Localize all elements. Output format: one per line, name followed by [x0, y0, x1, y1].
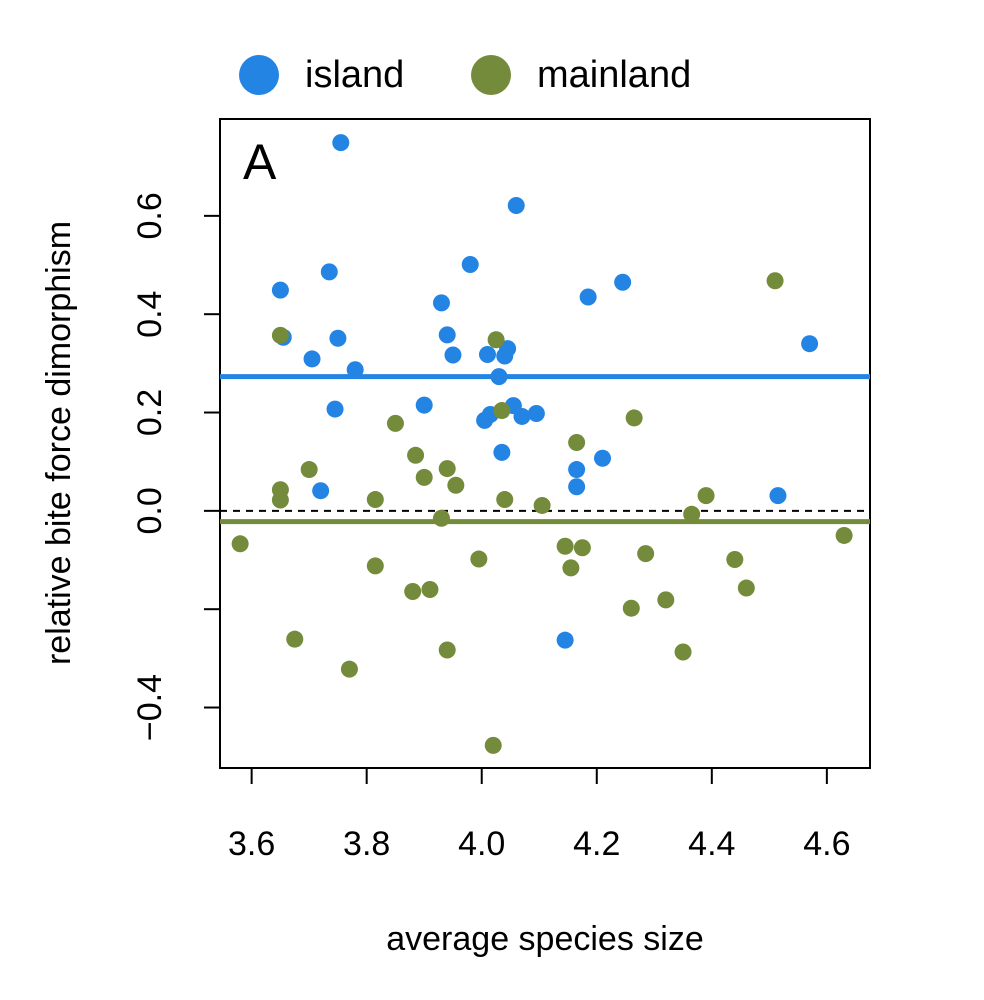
point-island	[326, 400, 344, 418]
point-mainland	[726, 551, 744, 569]
point-mainland	[386, 414, 404, 432]
y-tick-label: 0.2	[131, 389, 169, 436]
point-mainland	[533, 496, 551, 514]
mean-lines	[220, 374, 870, 525]
point-mainland	[625, 409, 643, 427]
point-mainland	[340, 660, 358, 678]
point-mainland	[271, 326, 289, 344]
point-mainland	[556, 537, 574, 555]
point-island	[329, 329, 347, 347]
legend-label-mainland: mainland	[537, 54, 691, 96]
point-mainland	[438, 641, 456, 659]
point-island	[476, 411, 494, 429]
point-mainland	[573, 539, 591, 557]
point-mainland	[366, 491, 384, 509]
x-tick-label: 4.6	[803, 825, 850, 863]
point-island	[513, 407, 531, 425]
plot-frame	[219, 118, 871, 769]
point-mainland	[421, 581, 439, 599]
x-tick-label: 4.2	[573, 825, 620, 863]
point-mainland	[493, 402, 511, 420]
point-mainland	[271, 491, 289, 509]
panel-label: A	[243, 134, 277, 190]
point-mainland	[835, 526, 853, 544]
point-mainland	[487, 331, 505, 349]
y-tick-label: 0.0	[131, 487, 169, 534]
legend-marker-island	[239, 55, 279, 95]
point-mainland	[562, 559, 580, 577]
point-mainland	[366, 557, 384, 575]
point-island	[461, 256, 479, 274]
point-island	[490, 368, 508, 386]
point-island	[556, 631, 574, 649]
point-island	[769, 487, 787, 505]
point-island	[493, 443, 511, 461]
point-island	[271, 281, 289, 299]
point-mainland	[438, 460, 456, 478]
point-mainland	[496, 491, 514, 509]
point-mainland	[568, 434, 586, 452]
point-mainland	[697, 487, 715, 505]
x-axis: 3.6 3.8 4.0 4.2 4.4 4.6	[228, 768, 850, 863]
point-mainland	[484, 736, 502, 754]
y-tick-label: 0.6	[131, 192, 169, 239]
point-mainland	[637, 545, 655, 563]
point-mainland	[447, 476, 465, 494]
x-tick-label: 4.4	[688, 825, 735, 863]
point-mainland	[300, 461, 318, 479]
legend-marker-mainland	[471, 55, 511, 95]
point-mainland	[407, 446, 425, 464]
point-mainland	[657, 591, 675, 609]
y-tick-label: −0.4	[131, 674, 169, 741]
point-island	[444, 346, 462, 364]
point-island	[568, 478, 586, 496]
point-island	[303, 350, 321, 368]
point-island	[432, 294, 450, 312]
point-island	[507, 197, 525, 215]
point-island	[320, 263, 338, 281]
y-axis: −0.4 0.0 0.2 0.4 0.6	[131, 192, 220, 741]
point-mainland	[432, 509, 450, 527]
x-tick-label: 3.8	[343, 825, 390, 863]
point-island	[594, 449, 612, 467]
point-mainland	[404, 582, 422, 600]
point-mainland	[766, 272, 784, 290]
point-mainland	[415, 468, 433, 486]
point-island	[496, 347, 514, 365]
point-mainland	[683, 505, 701, 523]
point-mainland	[622, 599, 640, 617]
point-island	[438, 326, 456, 344]
point-island	[614, 273, 632, 291]
point-island	[568, 461, 586, 479]
point-mainland	[737, 579, 755, 597]
point-mainland	[470, 550, 488, 568]
y-tick-label: 0.4	[131, 291, 169, 338]
point-island	[527, 405, 545, 423]
point-island	[346, 361, 364, 379]
data-points	[231, 134, 853, 754]
point-island	[478, 346, 496, 364]
point-island	[415, 396, 433, 414]
point-island	[579, 288, 597, 306]
point-island	[312, 482, 330, 500]
y-axis-label: relative bite force dimorphism	[40, 221, 78, 665]
point-island	[801, 335, 819, 353]
x-axis-label: average species size	[386, 920, 704, 958]
point-mainland	[674, 643, 692, 661]
legend-label-island: island	[305, 54, 404, 96]
x-tick-label: 4.0	[458, 825, 505, 863]
point-island	[332, 134, 350, 152]
x-tick-label: 3.6	[228, 825, 275, 863]
point-mainland	[231, 535, 249, 553]
legend: island mainland	[239, 54, 691, 96]
point-mainland	[286, 630, 304, 648]
